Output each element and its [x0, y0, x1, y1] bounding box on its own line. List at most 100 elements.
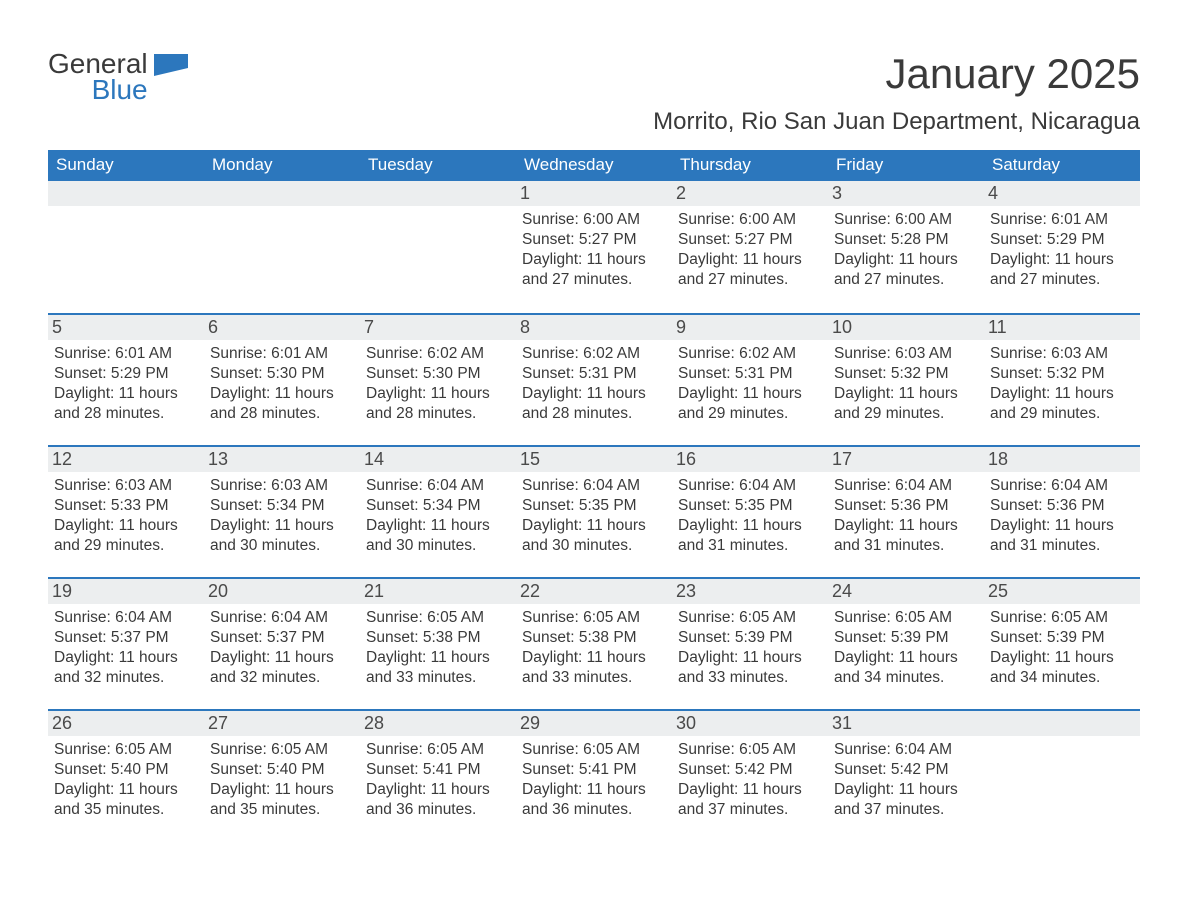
day-number: 19	[48, 579, 204, 604]
daylight-text: Daylight: 11 hours and 30 minutes.	[522, 516, 666, 556]
daylight-text: Daylight: 11 hours and 32 minutes.	[210, 648, 354, 688]
week-row: 26Sunrise: 6:05 AMSunset: 5:40 PMDayligh…	[48, 709, 1140, 841]
sunset-text: Sunset: 5:34 PM	[366, 496, 510, 516]
sunset-text: Sunset: 5:42 PM	[678, 760, 822, 780]
sunrise-text: Sunrise: 6:05 AM	[990, 608, 1134, 628]
calendar-cell: 31Sunrise: 6:04 AMSunset: 5:42 PMDayligh…	[828, 711, 984, 841]
day-number: 16	[672, 447, 828, 472]
daylight-text: Daylight: 11 hours and 33 minutes.	[522, 648, 666, 688]
calendar-cell: 13Sunrise: 6:03 AMSunset: 5:34 PMDayligh…	[204, 447, 360, 577]
day-header: Monday	[204, 150, 360, 181]
calendar-cell	[360, 181, 516, 313]
daylight-text: Daylight: 11 hours and 31 minutes.	[990, 516, 1134, 556]
day-number	[204, 181, 360, 206]
day-number: 2	[672, 181, 828, 206]
daylight-text: Daylight: 11 hours and 31 minutes.	[834, 516, 978, 556]
daylight-text: Daylight: 11 hours and 29 minutes.	[54, 516, 198, 556]
day-number: 30	[672, 711, 828, 736]
logo: General Blue	[48, 50, 188, 104]
calendar-cell	[984, 711, 1140, 841]
sunset-text: Sunset: 5:30 PM	[366, 364, 510, 384]
day-info: Sunrise: 6:05 AMSunset: 5:39 PMDaylight:…	[834, 608, 978, 689]
day-info: Sunrise: 6:05 AMSunset: 5:41 PMDaylight:…	[366, 740, 510, 821]
daylight-text: Daylight: 11 hours and 36 minutes.	[522, 780, 666, 820]
day-info: Sunrise: 6:04 AMSunset: 5:37 PMDaylight:…	[210, 608, 354, 689]
day-number: 15	[516, 447, 672, 472]
sunset-text: Sunset: 5:27 PM	[522, 230, 666, 250]
day-header: Thursday	[672, 150, 828, 181]
sunrise-text: Sunrise: 6:03 AM	[990, 344, 1134, 364]
sunrise-text: Sunrise: 6:00 AM	[522, 210, 666, 230]
calendar-cell: 19 Sunrise: 6:04 AMSunset: 5:37 PMDayligh…	[48, 579, 204, 709]
daylight-text: Daylight: 11 hours and 27 minutes.	[990, 250, 1134, 290]
day-info: Sunrise: 6:05 AMSunset: 5:42 PMDaylight:…	[678, 740, 822, 821]
sunrise-text: Sunrise: 6:00 AM	[678, 210, 822, 230]
day-header: Saturday	[984, 150, 1140, 181]
day-info: Sunrise: 6:04 AMSunset: 5:37 PMDaylight:…	[54, 608, 198, 689]
sunrise-text: Sunrise: 6:05 AM	[522, 608, 666, 628]
day-info: Sunrise: 6:00 AMSunset: 5:27 PMDaylight:…	[678, 210, 822, 291]
logo-text: General Blue	[48, 50, 148, 104]
calendar-cell: 4Sunrise: 6:01 AMSunset: 5:29 PMDaylight…	[984, 181, 1140, 313]
calendar-cell: 15 Sunrise: 6:04 AMSunset: 5:35 PMDayligh…	[516, 447, 672, 577]
logo-line2: Blue	[48, 76, 148, 104]
day-number: 25	[984, 579, 1140, 604]
daylight-text: Daylight: 11 hours and 28 minutes.	[54, 384, 198, 424]
week-row: 12Sunrise: 6:03 AMSunset: 5:33 PMDayligh…	[48, 445, 1140, 577]
sunset-text: Sunset: 5:38 PM	[522, 628, 666, 648]
sunrise-text: Sunrise: 6:04 AM	[522, 476, 666, 496]
sunrise-text: Sunrise: 6:01 AM	[990, 210, 1134, 230]
sunset-text: Sunset: 5:34 PM	[210, 496, 354, 516]
calendar-cell: 26Sunrise: 6:05 AMSunset: 5:40 PMDayligh…	[48, 711, 204, 841]
calendar-cell: 8 Sunrise: 6:02 AMSunset: 5:31 PMDaylight…	[516, 315, 672, 445]
daylight-text: Daylight: 11 hours and 28 minutes.	[210, 384, 354, 424]
page-title: January 2025	[885, 50, 1140, 98]
sunrise-text: Sunrise: 6:01 AM	[210, 344, 354, 364]
day-number: 31	[828, 711, 984, 736]
daylight-text: Daylight: 11 hours and 33 minutes.	[366, 648, 510, 688]
day-number: 1	[516, 181, 672, 206]
calendar-cell: 3Sunrise: 6:00 AMSunset: 5:28 PMDaylight…	[828, 181, 984, 313]
day-info: Sunrise: 6:03 AMSunset: 5:34 PMDaylight:…	[210, 476, 354, 557]
daylight-text: Daylight: 11 hours and 37 minutes.	[678, 780, 822, 820]
calendar-cell: 24Sunrise: 6:05 AMSunset: 5:39 PMDayligh…	[828, 579, 984, 709]
day-info: Sunrise: 6:05 AMSunset: 5:41 PMDaylight:…	[522, 740, 666, 821]
daylight-text: Daylight: 11 hours and 27 minutes.	[522, 250, 666, 290]
day-info: Sunrise: 6:03 AMSunset: 5:32 PMDaylight:…	[834, 344, 978, 425]
sunrise-text: Sunrise: 6:04 AM	[990, 476, 1134, 496]
sunset-text: Sunset: 5:35 PM	[522, 496, 666, 516]
day-number: 9	[672, 315, 828, 340]
calendar-cell: 16Sunrise: 6:04 AMSunset: 5:35 PMDayligh…	[672, 447, 828, 577]
sunset-text: Sunset: 5:41 PM	[522, 760, 666, 780]
daylight-text: Daylight: 11 hours and 27 minutes.	[678, 250, 822, 290]
sunrise-text: Sunrise: 6:00 AM	[834, 210, 978, 230]
calendar-cell: 9Sunrise: 6:02 AMSunset: 5:31 PMDaylight…	[672, 315, 828, 445]
calendar-cell: 5Sunrise: 6:01 AMSunset: 5:29 PMDaylight…	[48, 315, 204, 445]
day-number: 28	[360, 711, 516, 736]
day-number: 8	[516, 315, 672, 340]
day-info: Sunrise: 6:05 AMSunset: 5:40 PMDaylight:…	[54, 740, 198, 821]
sunset-text: Sunset: 5:31 PM	[678, 364, 822, 384]
sunrise-text: Sunrise: 6:05 AM	[54, 740, 198, 760]
sunset-text: Sunset: 5:41 PM	[366, 760, 510, 780]
day-header: Tuesday	[360, 150, 516, 181]
calendar-cell: 2 Sunrise: 6:00 AMSunset: 5:27 PMDaylight…	[672, 181, 828, 313]
calendar-cell: 1 Sunrise: 6:00 AMSunset: 5:27 PMDaylight…	[516, 181, 672, 313]
calendar: SundayMondayTuesdayWednesdayThursdayFrid…	[48, 150, 1140, 841]
day-number: 3	[828, 181, 984, 206]
day-info: Sunrise: 6:03 AMSunset: 5:33 PMDaylight:…	[54, 476, 198, 557]
calendar-cell: 12Sunrise: 6:03 AMSunset: 5:33 PMDayligh…	[48, 447, 204, 577]
calendar-cell: 7Sunrise: 6:02 AMSunset: 5:30 PMDaylight…	[360, 315, 516, 445]
sunset-text: Sunset: 5:42 PM	[834, 760, 978, 780]
location-subtitle: Morrito, Rio San Juan Department, Nicara…	[48, 108, 1140, 136]
day-number: 6	[204, 315, 360, 340]
sunset-text: Sunset: 5:27 PM	[678, 230, 822, 250]
sunset-text: Sunset: 5:39 PM	[678, 628, 822, 648]
day-header: Sunday	[48, 150, 204, 181]
day-header-row: SundayMondayTuesdayWednesdayThursdayFrid…	[48, 150, 1140, 181]
day-number: 10	[828, 315, 984, 340]
sunrise-text: Sunrise: 6:04 AM	[54, 608, 198, 628]
day-info: Sunrise: 6:02 AMSunset: 5:31 PMDaylight:…	[522, 344, 666, 425]
day-info: Sunrise: 6:05 AMSunset: 5:39 PMDaylight:…	[990, 608, 1134, 689]
calendar-cell: 28 Sunrise: 6:05 AMSunset: 5:41 PMDayligh…	[360, 711, 516, 841]
